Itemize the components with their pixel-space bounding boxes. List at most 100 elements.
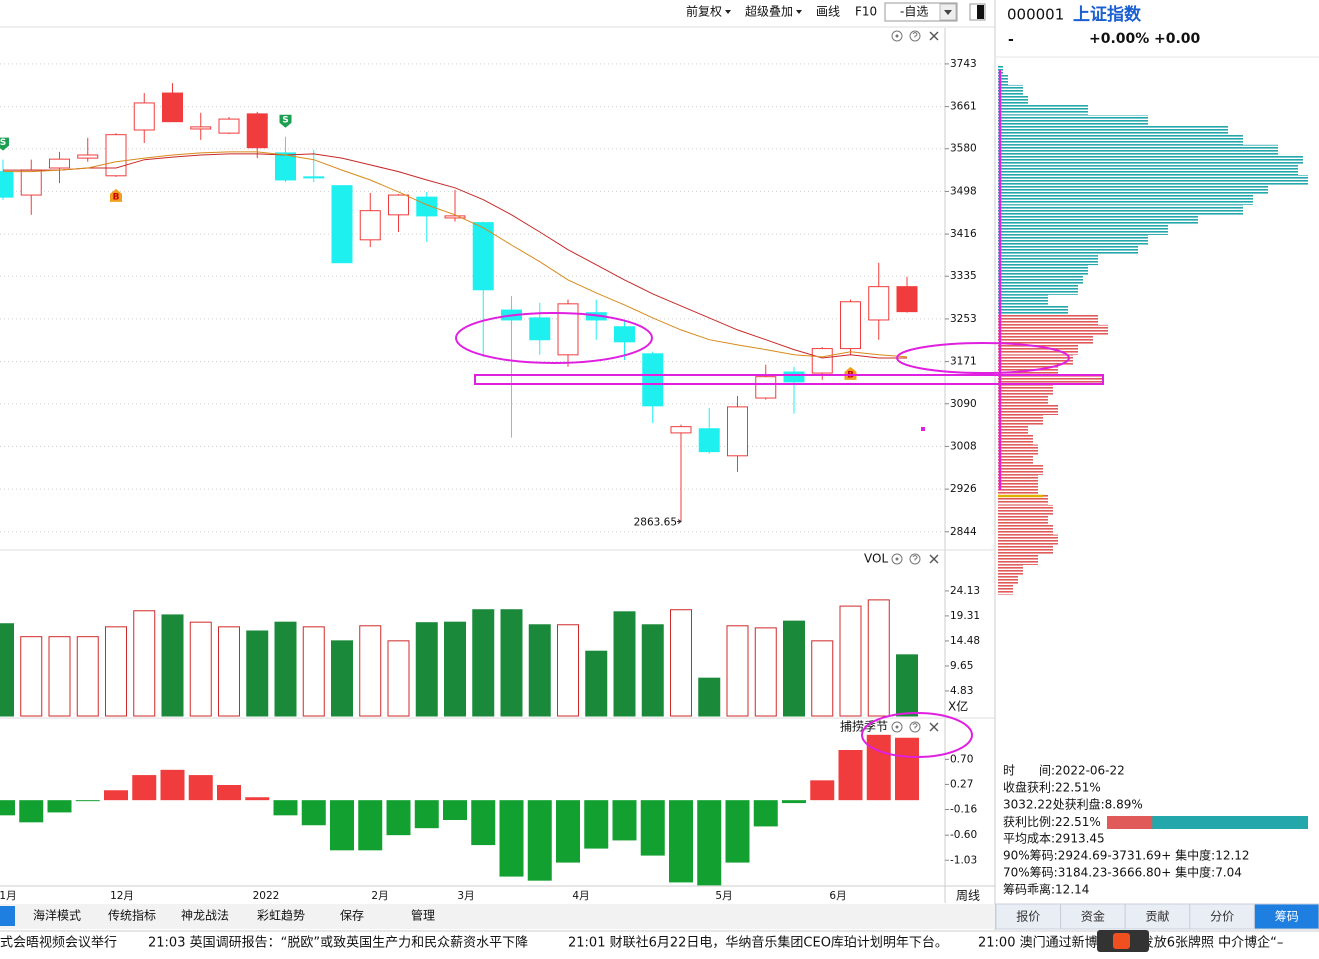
tab-label: 报价 [1016,909,1040,924]
candle-body [303,176,325,179]
annotation-ellipse [455,312,653,364]
chip-bar [998,474,1038,485]
y-tick-label: 0.70 [950,753,973,765]
candle-body [0,171,14,198]
volume-unit: X亿 [948,699,968,714]
chip-bar [998,215,1198,226]
chip-bar [998,454,1033,465]
signal-label: S [282,115,288,125]
chip-bar [998,344,1078,355]
volume-bar [726,625,749,717]
volume-bar [189,621,212,717]
chip-bar [998,184,1268,195]
volume-bar [246,630,269,717]
indicator-bar [47,800,72,813]
ime-icon-badge [1113,933,1130,949]
chip-bar [998,464,1043,475]
indicator-bar [443,800,467,820]
indicator-bar [669,800,693,883]
tab[interactable]: 传统指标 [108,908,156,923]
chip-bar [998,205,1243,216]
tab[interactable]: 彩虹趋势 [257,909,305,923]
tab-button[interactable] [1060,903,1126,930]
volume-bar [274,621,297,717]
tab-label: 筹码 [1275,910,1299,924]
stock-code: 000001 [1007,6,1064,24]
x-tick-label: 3月 [457,890,474,902]
toolbar-item[interactable]: 超级叠加 [745,4,793,19]
volume-bar [670,609,692,717]
annotations [455,70,1149,952]
tab-label: 资金 [1081,909,1105,924]
candle-body [896,286,918,313]
volume-bar [528,624,551,717]
chip-bar [998,514,1048,525]
volume-bar [20,636,43,717]
candle-body [416,196,438,217]
tab-button[interactable] [995,903,1062,930]
tab[interactable]: 海洋模式 [33,908,81,923]
chip-bar [998,324,1108,335]
indicator-bar [810,780,835,801]
candle-body [162,92,183,123]
tab[interactable]: 管理 [411,908,435,923]
stat-value: 22.51 [1055,815,1089,829]
toolbar-item[interactable]: F10 [855,5,877,19]
x-tick-label: 4月 [572,890,589,902]
tab-selector[interactable] [0,906,15,926]
indicator-bar [866,734,891,801]
candle-body [614,326,635,343]
volume-bar [331,640,353,717]
volume-bar [557,624,579,717]
watchlist-select[interactable] [884,2,958,22]
news-item[interactable]: 式会晤视频会议举行 [0,936,117,951]
indicator-bar [753,800,778,827]
indicator-bar [697,800,722,886]
toolbar-item[interactable]: 前复权 [686,4,722,19]
chip-bar [998,84,1023,95]
news-item[interactable]: 21:03 英国调研报告：“脱欧”或致英国生产力和民众薪资水平下降 [148,936,528,951]
indicator-bar [104,790,128,801]
x-tick-label: 2022 [253,890,280,902]
signal-marker [110,188,122,202]
y-tick-label: 3335 [950,270,977,282]
chip-bar [998,224,1168,235]
stock-name: 上证指数 [1073,4,1142,25]
ratio-bar [1107,816,1153,829]
chip-bar [998,355,1073,366]
tab-button[interactable] [1189,903,1255,930]
dropdown-arrow [796,10,802,14]
chip-bar [998,104,1088,115]
stat-line: 时 间:2022-06-22 [1003,764,1125,778]
tab-button[interactable] [1253,903,1319,930]
annotation-ellipse [861,712,973,758]
chip-bar [998,444,1038,455]
candle-body [698,428,720,453]
candle-body [105,134,127,177]
toolbar-item[interactable]: 画线 [816,5,840,19]
y-tick-label: 3580 [950,143,977,155]
y-tick-label: -1.03 [950,854,977,866]
chip-bar [998,334,1093,345]
y-tick-label: 2926 [950,483,977,495]
indicator-bar [499,800,524,877]
candle-body [444,215,466,219]
volume-bar [754,627,777,717]
y-tick-label: 3743 [950,58,977,70]
chip-bar [998,584,1013,595]
volume-bar [500,609,523,717]
tab[interactable]: 神龙战法 [181,909,229,923]
candle-body [275,152,296,181]
chip-bar [998,174,1308,185]
chip-bar [998,294,1048,305]
tab[interactable]: 保存 [340,909,364,923]
candle-body [49,158,70,169]
candle-body [868,286,890,321]
moving-average [3,151,908,358]
chip-bar [998,484,1038,495]
dropdown-arrow [725,10,731,14]
candle-body [472,222,494,291]
indicator-bar [301,800,326,826]
news-item[interactable]: 21:01 财联社6月22日电，华纳音乐集团CEO库珀计划明年下台。 [568,935,948,951]
